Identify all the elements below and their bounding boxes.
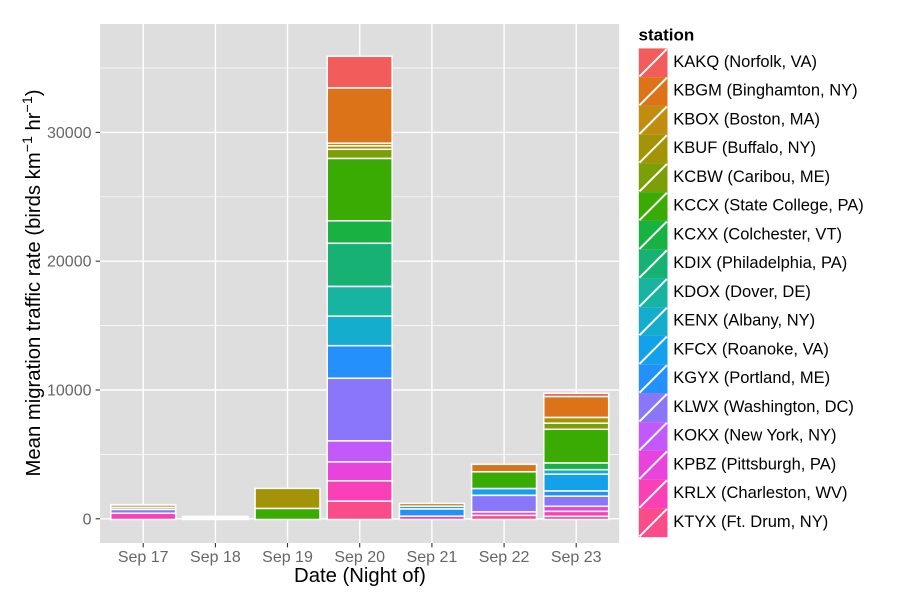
- svg-text:KRLX (Charleston, WV): KRLX (Charleston, WV): [673, 484, 847, 502]
- svg-text:KGYX (Portland, ME): KGYX (Portland, ME): [673, 369, 830, 387]
- svg-text:KBOX (Boston, MA): KBOX (Boston, MA): [673, 110, 820, 128]
- svg-text:Sep 20: Sep 20: [334, 549, 385, 566]
- svg-text:Sep 22: Sep 22: [479, 549, 530, 566]
- svg-text:Mean migration traffic rate (b: Mean migration traffic rate (birds km−1 …: [20, 89, 45, 476]
- svg-text:10000: 10000: [47, 383, 92, 400]
- svg-text:KOKX (New York, NY): KOKX (New York, NY): [673, 427, 836, 445]
- svg-text:KLWX (Washington, DC): KLWX (Washington, DC): [673, 398, 854, 416]
- svg-text:KBGM (Binghamton, NY): KBGM (Binghamton, NY): [673, 82, 857, 100]
- svg-text:KTYX (Ft. Drum, NY): KTYX (Ft. Drum, NY): [673, 513, 828, 531]
- svg-text:KFCX (Roanoke, VA): KFCX (Roanoke, VA): [673, 340, 829, 358]
- svg-text:Sep 18: Sep 18: [190, 549, 241, 566]
- svg-text:KCCX (State College, PA): KCCX (State College, PA): [673, 197, 863, 215]
- svg-text:30000: 30000: [47, 125, 92, 142]
- svg-text:Date (Night of): Date (Night of): [294, 565, 426, 587]
- svg-text:KCXX (Colchester, VT): KCXX (Colchester, VT): [673, 225, 842, 243]
- svg-text:KPBZ (Pittsburgh, PA): KPBZ (Pittsburgh, PA): [673, 455, 836, 473]
- svg-text:Sep 19: Sep 19: [262, 549, 313, 566]
- svg-text:20000: 20000: [47, 254, 92, 271]
- svg-text:KENX (Albany, NY): KENX (Albany, NY): [673, 312, 815, 330]
- svg-text:0: 0: [83, 511, 92, 528]
- svg-text:KDOX (Dover, DE): KDOX (Dover, DE): [673, 283, 811, 301]
- svg-text:Sep 17: Sep 17: [118, 549, 169, 566]
- svg-text:KDIX (Philadelphia, PA): KDIX (Philadelphia, PA): [673, 254, 847, 272]
- svg-text:Sep 21: Sep 21: [407, 549, 458, 566]
- svg-text:station: station: [639, 26, 695, 45]
- svg-text:Sep 23: Sep 23: [551, 549, 602, 566]
- svg-text:KAKQ (Norfolk, VA): KAKQ (Norfolk, VA): [673, 53, 817, 71]
- svg-text:KBUF (Buffalo, NY): KBUF (Buffalo, NY): [673, 139, 816, 157]
- svg-text:KCBW (Caribou, ME): KCBW (Caribou, ME): [673, 168, 830, 186]
